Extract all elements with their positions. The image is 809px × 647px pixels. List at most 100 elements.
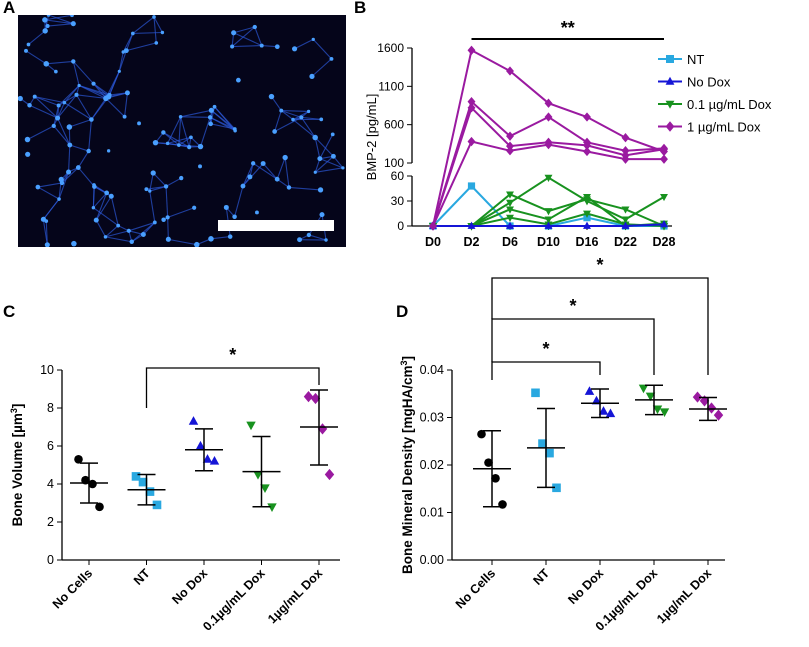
cell-nucleus (268, 93, 275, 100)
cell-nucleus (187, 145, 192, 150)
cell-process (153, 16, 157, 43)
legend-label: 1 µg/mL Dox (687, 120, 761, 135)
y-tick-label: 0.03 (420, 411, 444, 425)
data-point (598, 406, 609, 415)
cell-process (44, 19, 74, 25)
cell-process (58, 171, 70, 200)
data-point (583, 137, 591, 147)
cell-process (319, 134, 334, 159)
data-point (429, 222, 437, 230)
cell-nucleus (108, 193, 114, 199)
cell-process (210, 106, 216, 124)
cell-process (210, 123, 235, 130)
cell-process (234, 185, 244, 217)
cell-nucleus (129, 239, 134, 244)
cell-process (294, 38, 314, 50)
data-point (692, 391, 703, 403)
cell-nucleus (77, 83, 81, 88)
cell-process (47, 23, 74, 27)
cell-nucleus (178, 115, 183, 119)
cell-process (95, 219, 106, 238)
cell-process (45, 221, 48, 245)
significance-label: ** (561, 18, 575, 38)
data-point (429, 221, 437, 231)
data-point (660, 193, 668, 202)
cell-nucleus (232, 127, 237, 131)
cell-process (149, 190, 156, 223)
cell-nucleus (223, 204, 229, 210)
y-axis-title-superscript: 3 (399, 360, 409, 365)
data-point (506, 221, 514, 229)
cell-process (242, 163, 254, 187)
cell-process (288, 186, 321, 191)
cell-nucleus (43, 61, 50, 67)
panel-label-b: B (354, 0, 367, 17)
cell-process (146, 185, 167, 190)
cell-process (254, 26, 263, 46)
cell-nucleus (140, 231, 146, 237)
series-line (432, 184, 664, 227)
data-point (583, 112, 591, 122)
data-point (621, 221, 630, 229)
series-line (433, 176, 665, 227)
cell-nucleus (282, 154, 288, 161)
cell-process (167, 136, 192, 144)
cell-process (118, 51, 124, 72)
data-point (531, 388, 540, 398)
cell-nucleus (24, 136, 31, 143)
cell-nucleus (161, 217, 166, 222)
data-point (544, 222, 553, 230)
x-tick-label: D10 (537, 235, 560, 249)
cell-process (76, 94, 106, 99)
data-point (621, 150, 630, 161)
cell-process (105, 236, 132, 243)
data-point (429, 221, 437, 231)
cell-process (105, 97, 125, 118)
series-line (432, 105, 665, 227)
y-tick-label: 8 (47, 401, 54, 415)
data-point (429, 221, 437, 231)
cell-nucleus (26, 42, 31, 47)
data-point (621, 133, 630, 143)
data-point (324, 468, 335, 481)
cell-process (95, 195, 112, 221)
data-point (699, 395, 710, 407)
cell-nucleus (103, 235, 108, 239)
data-point (660, 143, 668, 154)
series-line (432, 140, 664, 227)
series-line (433, 193, 665, 227)
data-point (652, 405, 663, 415)
data-point (310, 392, 321, 405)
data-point (583, 214, 591, 222)
cell-process (78, 85, 109, 98)
y-tick-label: 0 (47, 553, 54, 567)
cell-nucleus (66, 169, 72, 175)
cell-nucleus (35, 184, 41, 190)
y-tick-label: 100 (384, 156, 404, 170)
data-point (544, 137, 553, 147)
data-point (645, 392, 656, 402)
panel-label-c: C (3, 302, 16, 321)
y-tick-label: 1100 (378, 79, 404, 93)
cell-process (105, 225, 119, 238)
data-point (467, 223, 476, 231)
cell-nucleus (179, 175, 184, 181)
cell-process (72, 61, 80, 86)
cell-process (284, 157, 290, 188)
cell-nucleus (86, 148, 91, 154)
data-point (583, 140, 591, 151)
y-tick-label: 0 (397, 219, 404, 233)
data-point (467, 182, 476, 190)
cell-process (153, 16, 163, 33)
cell-nucleus (291, 46, 298, 52)
data-point (583, 196, 591, 204)
significance-bracket (491, 361, 601, 380)
data-point (591, 395, 602, 405)
cell-process (58, 94, 77, 107)
data-point (195, 440, 206, 450)
cell-nucleus (70, 15, 74, 18)
data-point (538, 439, 547, 448)
cell-process (64, 102, 92, 120)
cell-nucleus (317, 187, 324, 193)
cell-nucleus (240, 183, 246, 189)
